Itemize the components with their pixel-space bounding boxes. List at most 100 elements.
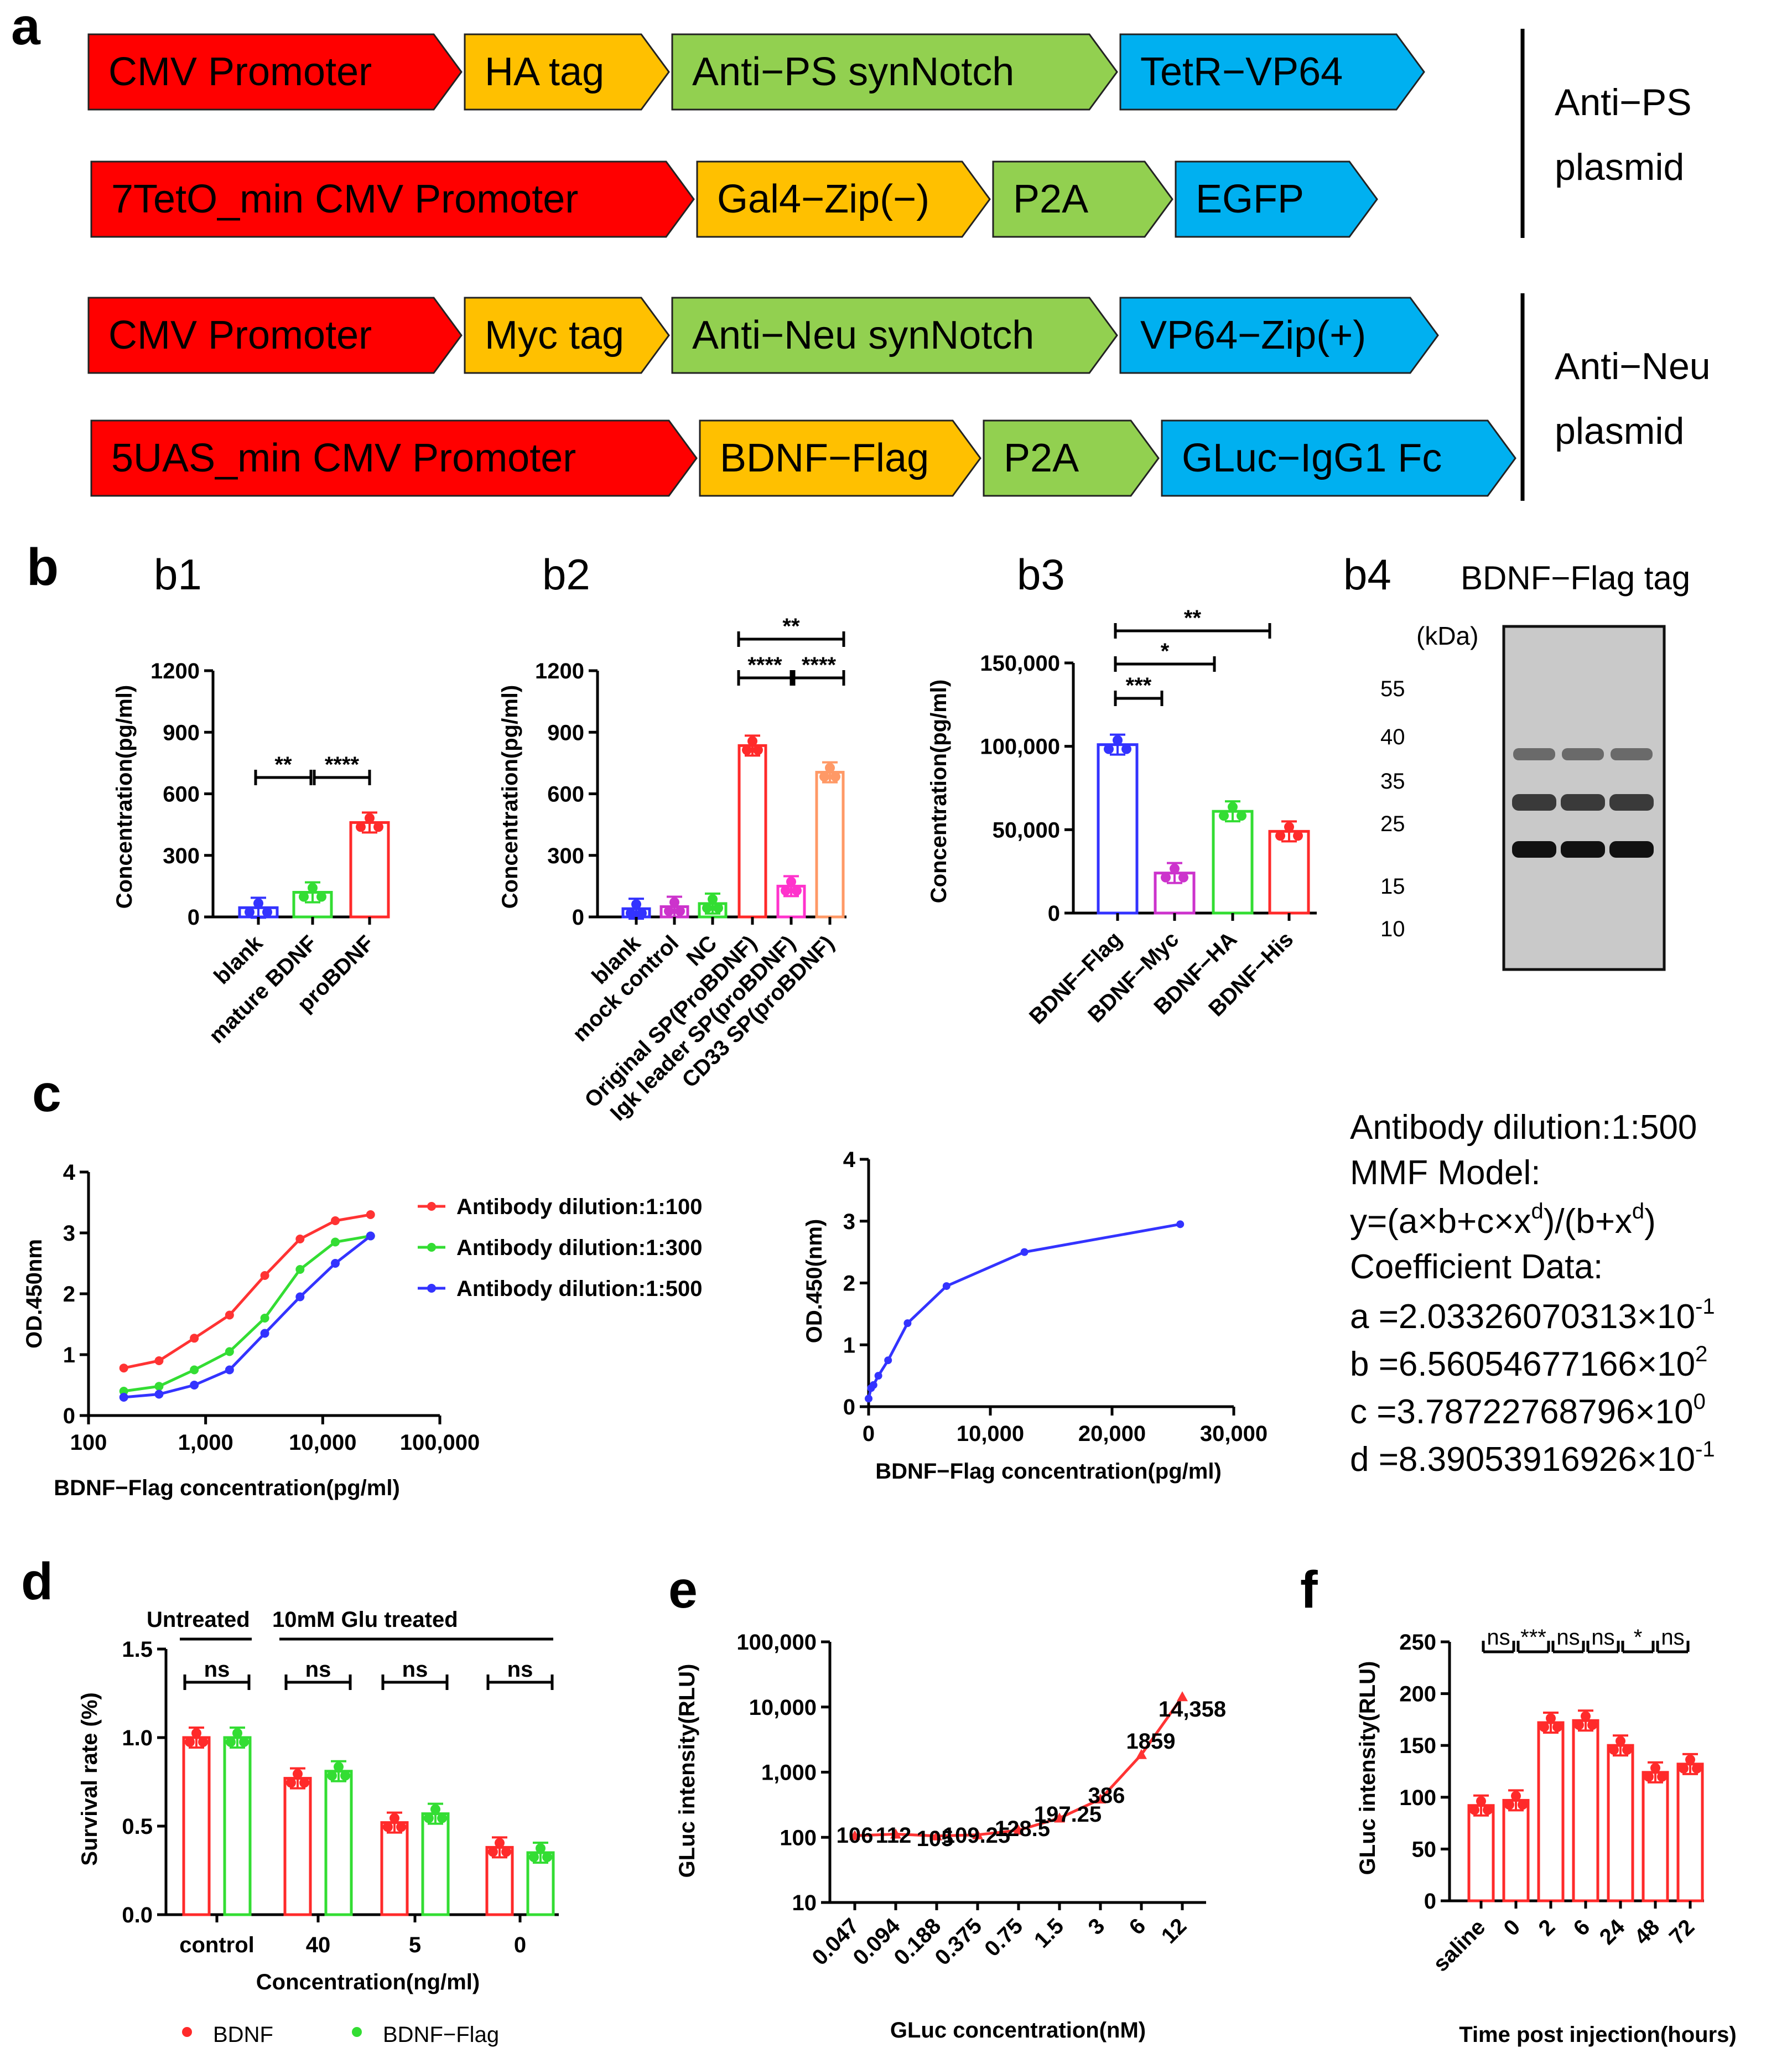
f-bar-point	[1679, 1763, 1689, 1774]
b3-bar-point	[1284, 822, 1294, 832]
f-sig-label: ns	[1661, 1625, 1684, 1650]
f-ytick-label: 200	[1399, 1682, 1436, 1707]
d-bar-bdnf-flag-point	[239, 1737, 249, 1747]
b1-ytick-label: 900	[163, 720, 200, 745]
eq-line-1: Antibody dilution:1:500	[1350, 1108, 1697, 1147]
f-ytick-label: 50	[1412, 1837, 1437, 1862]
c1-ylabel: OD.450nm	[22, 1239, 46, 1349]
f-bar-point	[1685, 1754, 1695, 1765]
f-bar	[1572, 1719, 1599, 1902]
b1-bar-point	[356, 822, 366, 832]
b3-bar-point	[1113, 735, 1123, 745]
d-bar-bdnf	[283, 1777, 312, 1916]
construct-3-label-3: Anti−Neu synNotch	[692, 313, 1034, 357]
e-xcat: 0.047	[807, 1914, 864, 1970]
plasmid-brackets: Anti−PS plasmid Anti−Neu plasmid	[1520, 29, 1711, 501]
c1-series-2-point	[260, 1314, 269, 1323]
construct-3-block-3	[671, 297, 1118, 374]
f-xcat: saline	[1429, 1915, 1490, 1976]
c1-series-3-point	[366, 1231, 375, 1241]
c1-series-3-line	[123, 1235, 372, 1399]
f-bar	[1502, 1798, 1530, 1902]
subpanel-b1: b1	[154, 550, 202, 599]
f-bar-point	[1511, 1791, 1521, 1801]
d-xcat: control	[179, 1933, 254, 1957]
b2-ytick-label: 0	[572, 905, 584, 930]
construct-1-label-2: HA tag	[485, 50, 604, 94]
plasmid-label-neu-2: plasmid	[1555, 410, 1684, 452]
e-data-label: 109.25	[943, 1823, 1010, 1848]
chart-b3: 050,000100,000150,000BDNF−FlagBDNF−MycBD…	[927, 606, 1317, 1029]
d-bar-bdnf-flag-point	[430, 1804, 440, 1814]
c1-xtick-label: 100,000	[400, 1430, 480, 1455]
eq-coef-d: d =8.39053916926×10-1	[1350, 1437, 1715, 1479]
f-xcat: 24	[1595, 1915, 1630, 1950]
f-bar-point	[1546, 1713, 1556, 1724]
c2-ytick-label: 3	[843, 1210, 855, 1234]
b1-bar-point	[365, 813, 375, 823]
c1-legend-label-1: Antibody dilution:1:100	[456, 1195, 702, 1219]
f-ytick-label: 0	[1424, 1889, 1436, 1914]
c1-series-1-point	[154, 1356, 164, 1365]
band-lane3-28	[1609, 794, 1654, 811]
b1-ytick-label: 300	[163, 844, 200, 868]
c1-series-2-line	[123, 1235, 371, 1393]
b1-bar-point	[316, 891, 326, 902]
subpanel-b4: b4	[1343, 550, 1391, 599]
panel-label-b: b	[27, 538, 59, 597]
c2-xtick-label: 10,000	[957, 1422, 1024, 1446]
b3-bar-point	[1178, 872, 1188, 883]
d-bar-bdnf-point	[488, 1847, 498, 1857]
eq-end: )	[1644, 1202, 1656, 1241]
b3-ytick-label: 0	[1048, 901, 1060, 926]
b2-bar-point	[742, 745, 752, 755]
c1-ytick-label: 3	[63, 1221, 75, 1246]
b2-bar-point	[753, 745, 763, 755]
eq-coef-b: b =6.56054677166×102	[1350, 1342, 1707, 1383]
f-ytick-label: 150	[1399, 1734, 1436, 1758]
chart-c1-legend: Antibody dilution:1:100 Antibody dilution…	[418, 1195, 702, 1301]
panel-label-a: a	[11, 0, 41, 56]
construct-3-block-1	[87, 297, 463, 374]
d-sig-4-label: ns	[507, 1657, 533, 1682]
d-bar-bdnf-flag	[421, 1812, 450, 1916]
b1-ytick-label: 1200	[150, 659, 200, 683]
e-point	[1095, 1793, 1106, 1804]
d-xlabel: Concentration(ng/ml)	[256, 1970, 480, 1994]
d-bar-bdnf-flag-point	[536, 1843, 546, 1853]
b1-bar-point	[253, 898, 263, 909]
b3-bar-point	[1293, 831, 1303, 841]
f-bar-point	[1581, 1711, 1591, 1722]
d-bar-bdnf	[182, 1736, 211, 1916]
b3-ylabel: Concentration(pg/ml)	[927, 680, 951, 903]
eq-line-2: MMF Model:	[1350, 1154, 1540, 1192]
b3-bar	[1268, 830, 1310, 915]
b1-ytick-label: 600	[163, 782, 200, 807]
c2-point	[903, 1319, 912, 1328]
f-xcat: 48	[1630, 1915, 1665, 1950]
c1-series-2-point	[331, 1237, 340, 1247]
d-legend-label-2: BDNF−Flag	[383, 2023, 499, 2047]
construct-2-label-2: Gal4−Zip(−)	[717, 177, 929, 221]
c2-xlabel: BDNF−Flag concentration(pg/ml)	[875, 1459, 1222, 1484]
model-equation: Antibody dilution:1:500 MMF Model: y=(a×…	[1350, 1108, 1715, 1479]
chart-d: 0.0 0.5 1.0 1.5 control ns 40 ns 5 ns 0 ns Untreated…	[77, 1608, 559, 2047]
western-blot: BDNF−Flag tag (kDa) 55 40 35 25 15 10	[1380, 559, 1690, 971]
d-bar-bdnf	[380, 1821, 409, 1916]
chart-c1: 0 1 2 3 4 100 1,000 10,000 100,000 OD.450nm BDNF−F…	[22, 1160, 480, 1500]
blot-marker-55: 55	[1380, 677, 1405, 701]
c1-xtick-label: 10,000	[289, 1430, 356, 1455]
eq-coef-c: c =3.78722768796×100	[1350, 1390, 1706, 1431]
b2-ytick-label: 300	[547, 844, 584, 868]
c1-series-1-point	[260, 1271, 269, 1280]
e-point	[1136, 1749, 1147, 1759]
f-bar-point	[1609, 1745, 1619, 1755]
f-bar	[1676, 1762, 1704, 1902]
c1-series-3-point	[154, 1390, 164, 1399]
d-bar-bdnf-flag-point	[424, 1813, 434, 1823]
construct-4-block-4	[1161, 419, 1516, 497]
b2-bar-point	[664, 906, 674, 916]
f-xcat: 72	[1665, 1915, 1700, 1950]
